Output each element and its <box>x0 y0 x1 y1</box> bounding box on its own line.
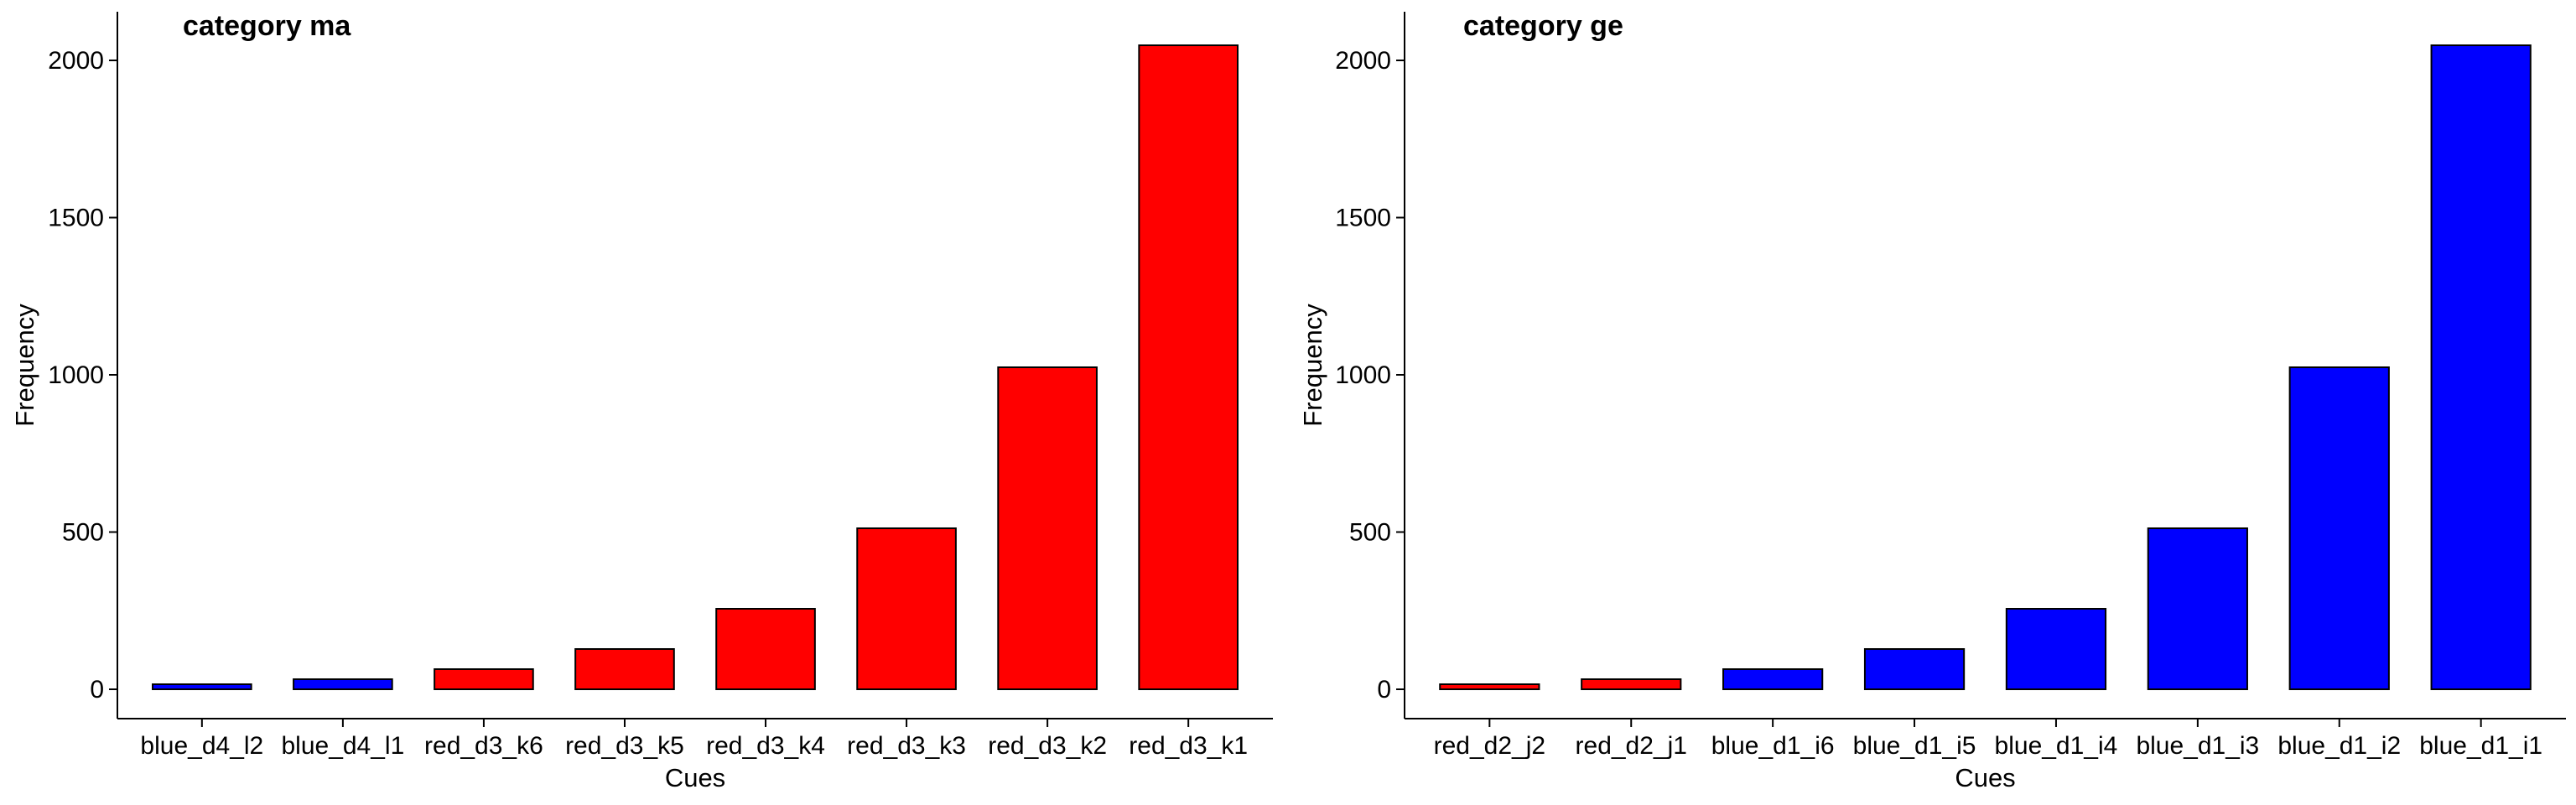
y-tick-label: 1500 <box>48 205 104 232</box>
x-tick-label: red_d3_k4 <box>706 732 825 760</box>
chart-title: category ge <box>1463 10 1623 42</box>
y-tick-label: 500 <box>1349 519 1391 547</box>
y-tick-label: 1500 <box>1335 205 1391 232</box>
bar <box>1722 668 1824 690</box>
x-axis-title: Cues <box>665 763 725 792</box>
y-tick-label: 0 <box>1377 676 1391 704</box>
x-tick-label: blue_d1_i4 <box>1995 732 2118 760</box>
x-tick-label: red_d3_k6 <box>424 732 543 760</box>
x-axis-title: Cues <box>1955 763 2015 792</box>
y-tick-label: 1000 <box>1335 361 1391 389</box>
bar <box>2288 366 2390 690</box>
bar <box>293 678 393 690</box>
x-tick-label: blue_d1_i3 <box>2136 732 2259 760</box>
x-tick-label: red_d3_k5 <box>565 732 684 760</box>
bar <box>1439 683 1540 690</box>
bar <box>2005 608 2107 690</box>
bar <box>2147 527 2248 690</box>
chart-panel-1: category ma 0 500 1000 1500 2000 blue_d4_l2 blu… <box>10 10 1273 792</box>
bar <box>997 366 1098 690</box>
bar <box>1863 648 1966 690</box>
bar <box>856 527 957 690</box>
y-tick-label: 2000 <box>1335 47 1391 75</box>
x-tick-label: red_d2_j2 <box>1434 732 1545 760</box>
y-axis-title: Frequency <box>10 304 39 427</box>
y-axis-title: Frequency <box>1298 304 1327 427</box>
x-tick-label: red_d3_k3 <box>847 732 966 760</box>
x-tick-label: blue_d1_i6 <box>1711 732 1835 760</box>
bar <box>152 683 252 690</box>
bar <box>434 668 534 690</box>
bar <box>574 648 675 690</box>
x-tick-label: blue_d1_i1 <box>2419 732 2542 760</box>
x-tick-label: red_d2_j1 <box>1576 732 1687 760</box>
chart-title: category ma <box>183 10 351 42</box>
y-tick-label: 500 <box>62 519 104 547</box>
bar <box>1581 678 1682 690</box>
x-tick-label: red_d3_k1 <box>1129 732 1248 760</box>
x-tick-label: blue_d1_i5 <box>1853 732 1976 760</box>
bar <box>2430 44 2532 690</box>
x-tick-label: blue_d4_l2 <box>140 732 263 760</box>
y-tick-label: 0 <box>90 676 104 704</box>
y-tick-label: 2000 <box>48 47 104 75</box>
bar <box>1138 44 1239 690</box>
x-tick-label: red_d3_k2 <box>988 732 1107 760</box>
x-tick-label: blue_d1_i2 <box>2277 732 2401 760</box>
chart-panel-2: category ge 0 500 1000 1500 2000 red_d2_j2 red_… <box>1298 10 2566 792</box>
x-tick-label: blue_d4_l1 <box>281 732 404 760</box>
bar <box>715 608 816 690</box>
y-tick-label: 1000 <box>48 361 104 389</box>
